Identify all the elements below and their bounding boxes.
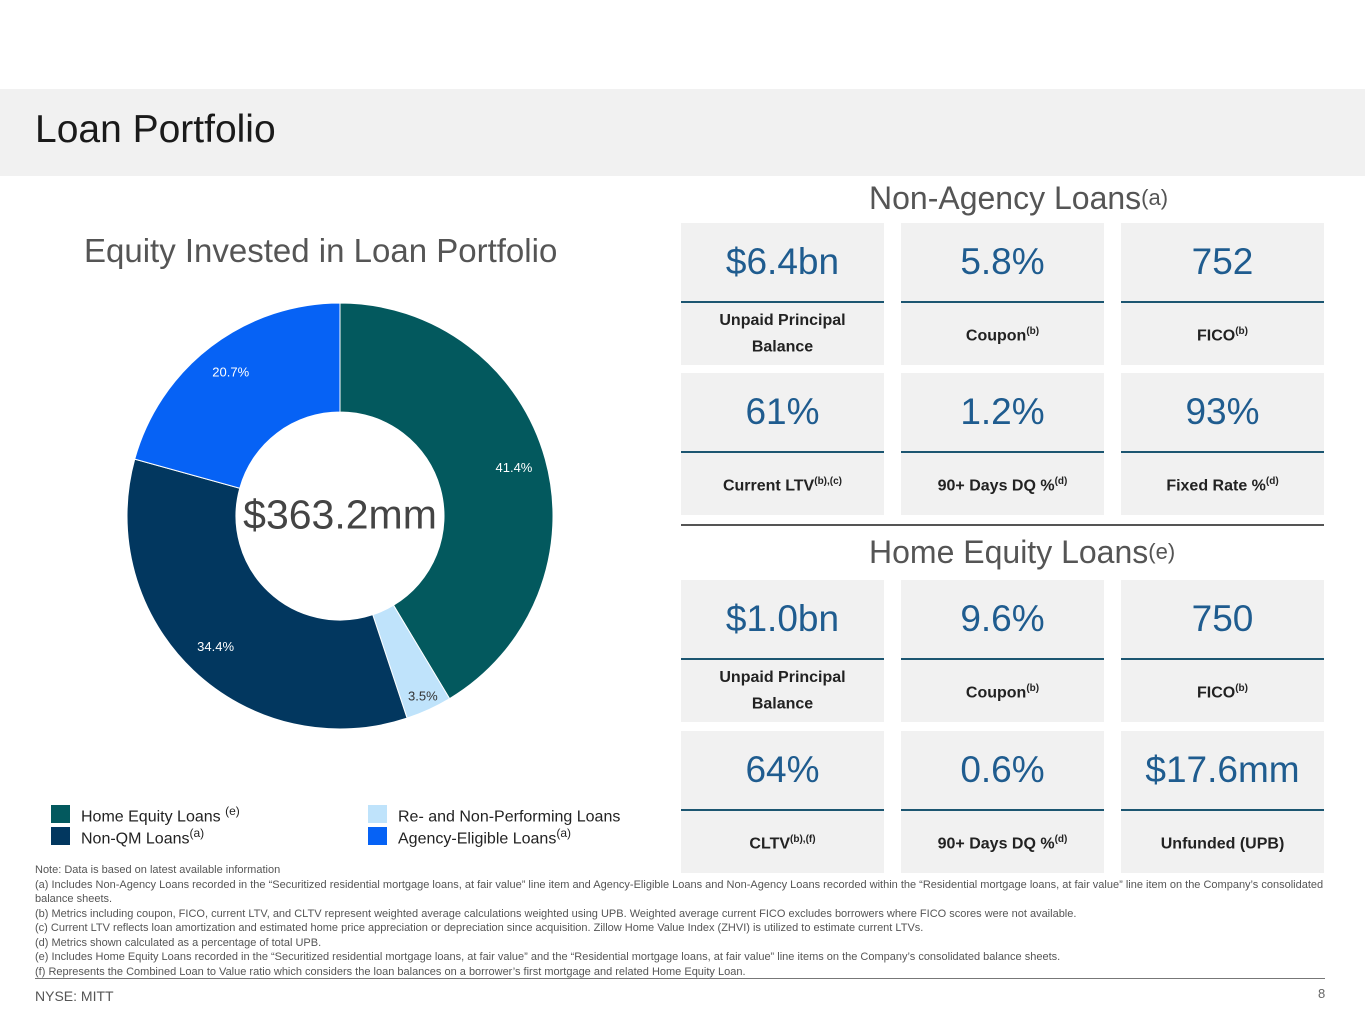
footer-divider — [35, 978, 1325, 979]
chart-title: Equity Invested in Loan Portfolio — [84, 232, 558, 269]
donut-slice-0 — [339, 302, 554, 700]
home-equity-title: Home Equity Loans(e) — [869, 534, 1176, 570]
page-number: 8 — [1318, 986, 1326, 1001]
card-he-fico: 750 FICO(b) — [1121, 580, 1324, 722]
card-he-upb: $1.0bn Unpaid Principal Balance — [681, 580, 884, 722]
legend-swatch — [51, 827, 70, 845]
donut-data-label-3: 20.7% — [212, 364, 249, 379]
footnote: Note: Data is based on latest available … — [35, 864, 281, 876]
legend-swatch — [51, 805, 70, 823]
legend-swatch — [368, 805, 387, 823]
legend-item-non-qm: Non-QM Loans(a) — [51, 826, 351, 847]
legend-item-agency-eligible: Agency-Eligible Loans(a) — [368, 826, 668, 847]
section-divider — [681, 524, 1324, 526]
legend-swatch — [368, 827, 387, 845]
donut-data-label-2: 34.4% — [197, 639, 234, 654]
footnote: (b) Metrics including coupon, FICO, curr… — [35, 907, 1077, 920]
card-coupon: 5.8% Coupon(b) — [901, 223, 1104, 365]
footnote: (d) Metrics shown calculated as a percen… — [35, 936, 322, 949]
footnotes: Note: Data is based on latest available … — [35, 863, 1335, 979]
donut-data-label-0: 41.4% — [496, 460, 533, 475]
card-upb: $6.4bn Unpaid Principal Balance — [681, 223, 884, 365]
footnote: (c) Current LTV reflects loan amortizati… — [35, 922, 924, 934]
donut-slice-3 — [134, 302, 341, 489]
footnote: (e) Includes Home Equity Loans recorded … — [35, 951, 1061, 963]
donut-data-label-1: 3.5% — [408, 688, 438, 703]
card-he-coupon: 9.6% Coupon(b) — [901, 580, 1104, 722]
card-he-cltv: 64% CLTV(b),(f) — [681, 731, 884, 873]
donut-slice-2 — [126, 458, 408, 730]
equity-donut-chart: 41.4% 3.5% 34.4% 20.7% — [126, 302, 554, 730]
card-current-ltv: 61% Current LTV(b),(c) — [681, 373, 884, 515]
footnote: (a) Includes Non-Agency Loans recorded i… — [35, 878, 1324, 906]
footnote: (f) Represents the Combined Loan to Valu… — [35, 965, 746, 978]
title-band — [0, 89, 1365, 176]
card-he-dq: 0.6% 90+ Days DQ %(d) — [901, 731, 1104, 873]
legend-item-rpl-npl: Re- and Non-Performing Loans — [368, 804, 668, 825]
card-dq: 1.2% 90+ Days DQ %(d) — [901, 373, 1104, 515]
donut-center-total: $363.2mm — [243, 491, 437, 538]
card-fico: 752 FICO(b) — [1121, 223, 1324, 365]
ticker-label: NYSE: MITT — [35, 988, 114, 1004]
card-he-unfunded: $17.6mm Unfunded (UPB) — [1121, 731, 1324, 873]
non-agency-title: Non-Agency Loans(a) — [869, 180, 1169, 216]
page-title: Loan Portfolio — [35, 108, 276, 151]
legend-item-home-equity: Home Equity Loans (e) — [51, 804, 351, 825]
card-fixed-rate: 93% Fixed Rate %(d) — [1121, 373, 1324, 515]
